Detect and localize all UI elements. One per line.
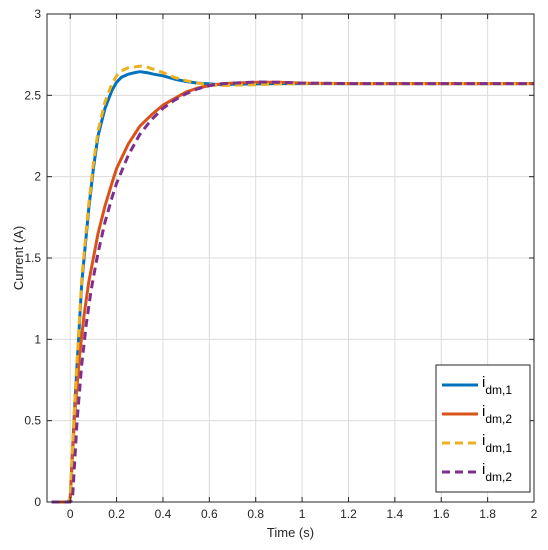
y-tick-label: 0.5	[24, 414, 41, 428]
x-tick-label: 1.2	[340, 507, 357, 521]
legend-entry-label: idm,1	[482, 374, 512, 397]
legend-entry-subscript: dm,2	[485, 412, 512, 426]
series-lines	[51, 64, 534, 504]
x-tick-label: 2	[531, 507, 538, 521]
x-tick-label: 0.8	[247, 507, 264, 521]
legend-entry-subscript: dm,2	[485, 470, 512, 484]
series-line-1	[51, 70, 534, 504]
x-tick-label: 1	[299, 507, 306, 521]
y-axis-label: Current (A)	[11, 226, 26, 290]
legend-entry-label: idm,2	[482, 461, 512, 484]
legend-entry-name: i	[482, 461, 485, 478]
series-line-4	[51, 80, 534, 504]
x-tick-label: 0.2	[108, 507, 125, 521]
legend-entry-subscript: dm,1	[485, 441, 512, 455]
x-tick-label: 0	[67, 507, 74, 521]
legend-entry-name: i	[482, 374, 485, 391]
y-tick-label: 1.5	[24, 251, 41, 265]
x-axis-label: Time (s)	[267, 525, 314, 540]
x-tick-label: 0.4	[155, 507, 172, 521]
y-tick-label: 0	[34, 495, 41, 509]
x-tick-label: 1.6	[433, 507, 450, 521]
y-tick-label: 3	[34, 7, 41, 21]
y-tick-label: 2.5	[24, 88, 41, 102]
x-tick-label: 1.8	[479, 507, 496, 521]
legend-entry-label: idm,2	[482, 403, 512, 426]
x-tick-label: 1.4	[387, 507, 404, 521]
series-line-3	[51, 64, 534, 504]
y-tick-label: 2	[34, 170, 41, 184]
legend-entry-subscript: dm,1	[485, 383, 512, 397]
legend-entry-name: i	[482, 432, 485, 449]
series-line-2	[51, 80, 534, 504]
y-tick-label: 1	[34, 332, 41, 346]
legend-entry-name: i	[482, 403, 485, 420]
legend-entry-label: idm,1	[482, 432, 512, 455]
axis-ticks: 0 0.2 0.4 0.6 0.8 1 1.2 1.4 1.6 1.8 2 0 0.5 1 1.5 2 2.5 3	[24, 7, 537, 521]
x-tick-label: 0.6	[201, 507, 218, 521]
